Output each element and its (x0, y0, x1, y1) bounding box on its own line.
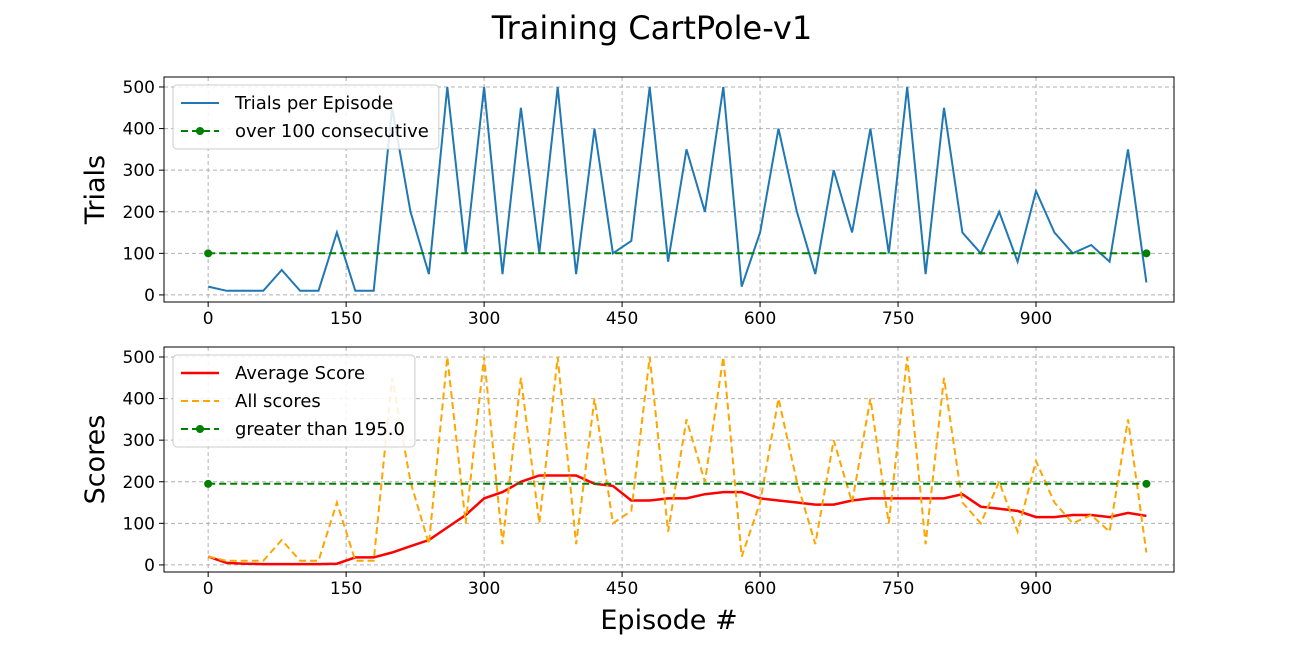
y-tick-label: 500 (123, 348, 155, 368)
y-tick-label: 400 (123, 390, 155, 410)
y-axis-label: Trials (80, 155, 111, 225)
y-tick-label: 100 (123, 514, 155, 534)
axes-frame (163, 346, 1175, 573)
x-tick-label: 900 (1020, 579, 1052, 599)
x-tick-label: 0 (203, 309, 214, 329)
x-tick-label: 900 (1020, 309, 1052, 329)
x-axis-label: Episode # (600, 605, 737, 636)
x-tick-label: 300 (468, 309, 500, 329)
x-tick-label: 450 (606, 579, 638, 599)
legend-marker (196, 127, 204, 135)
legend-label: greater than 195.0 (235, 419, 405, 440)
series-marker (1142, 479, 1151, 488)
legend: Average Score All scores greater than 195.… (172, 354, 416, 448)
legend: Trials per Episode over 100 consecutive (172, 84, 440, 150)
series-marker (204, 479, 213, 488)
y-tick-label: 300 (123, 431, 155, 451)
legend-box (172, 84, 440, 150)
legend-label: Trials per Episode (234, 93, 393, 114)
y-tick-label: 400 (123, 120, 155, 140)
y-tick-label: 100 (123, 244, 155, 264)
y-axis-label: Scores (80, 415, 111, 505)
subplot: 0 150 300 450 600 750 900 0 100 200 300 400 500 Trial… (80, 76, 1175, 329)
y-tick-label: 500 (123, 78, 155, 98)
y-tick-label: 200 (123, 473, 155, 493)
y-tick-label: 0 (144, 286, 155, 306)
legend-label: All scores (235, 391, 321, 412)
y-tick-label: 200 (123, 203, 155, 223)
x-tick-label: 300 (468, 579, 500, 599)
axes-frame (163, 76, 1175, 303)
legend-marker (196, 425, 204, 433)
x-tick-label: 750 (882, 309, 914, 329)
y-tick-label: 300 (123, 161, 155, 181)
x-tick-label: 600 (744, 579, 776, 599)
legend-label: over 100 consecutive (235, 121, 429, 142)
y-tick-label: 0 (144, 556, 155, 576)
x-tick-label: 0 (203, 579, 214, 599)
legend-label: Average Score (235, 363, 365, 384)
series-marker (1142, 249, 1151, 258)
figure-title: Training CartPole-v1 (491, 9, 812, 47)
series-line (207, 86, 1148, 292)
series-marker (204, 249, 213, 258)
x-tick-label: 150 (330, 579, 362, 599)
x-tick-label: 600 (744, 309, 776, 329)
legend-box (172, 354, 416, 448)
x-tick-label: 150 (330, 309, 362, 329)
x-tick-label: 450 (606, 309, 638, 329)
series-line (207, 474, 1147, 566)
series-line (207, 356, 1148, 562)
subplot: 0 150 300 450 600 750 900 0 100 200 300 400 500 Score… (80, 346, 1175, 636)
x-tick-label: 750 (882, 579, 914, 599)
